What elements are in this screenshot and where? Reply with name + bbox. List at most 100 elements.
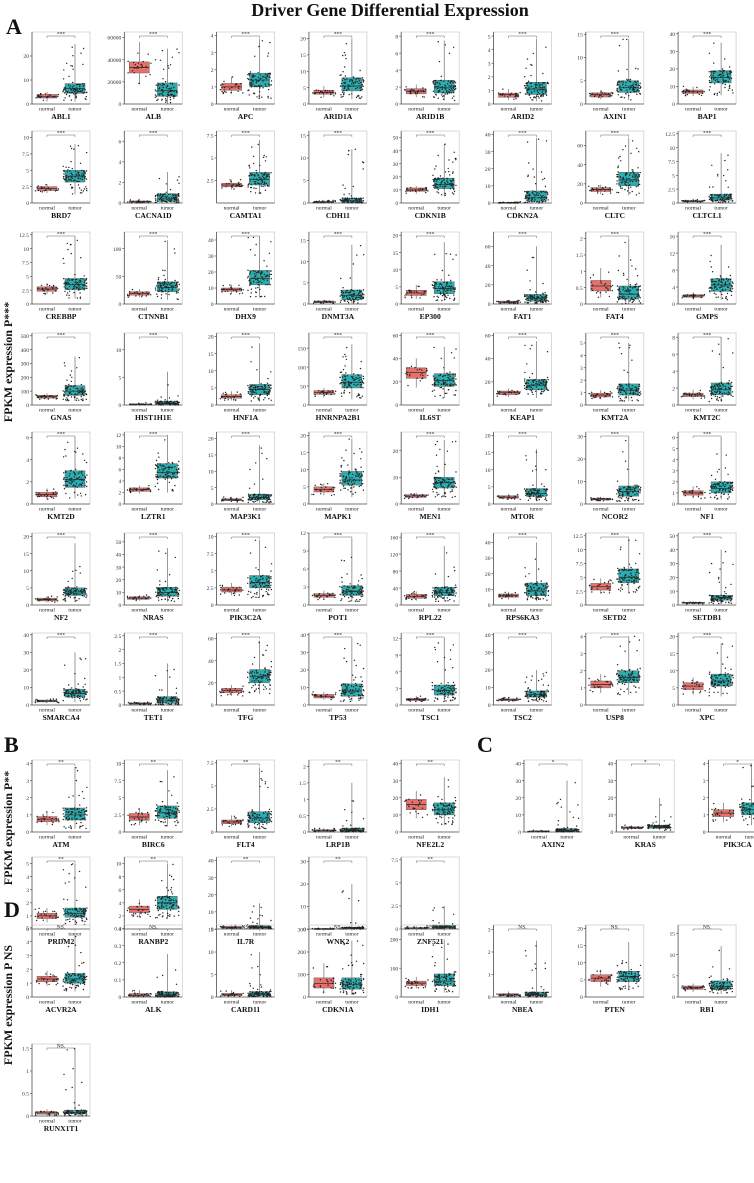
chart-2-cdkn2a-tumor-point-85 (544, 196, 546, 198)
chart-2-cltc-tumor-point-48 (620, 187, 622, 189)
chart-2-cltcl1-tumor-point-65 (729, 195, 732, 197)
chart-3-dnmt3a-gene-name: DNMT3A (322, 312, 355, 321)
chart-4-keap1-y-tick-label-1: 20 (485, 380, 491, 386)
chart-4-keap1-tumor-point-84 (523, 385, 526, 387)
chart-5-lztr1-normal-point-23 (148, 488, 151, 490)
chart-4-kmt2c-tumor-point-30 (711, 350, 714, 352)
chart-2-cdh11-normal-point-11 (315, 200, 318, 203)
chart-4-gnas-tumor-point-54 (73, 393, 76, 396)
chart-3-crebbp-tumor-point-6 (63, 262, 65, 265)
chart-2-brd7-tumor-point-1 (85, 178, 88, 180)
chart-3-gmps-normal-point-14 (689, 295, 691, 297)
chart-2-camta1-tumor-point-63 (264, 185, 266, 187)
chart-3-dnmt3a-y-tick-label-2: 10 (300, 260, 306, 266)
chart-5-lztr1-tumor-point-19 (175, 476, 177, 479)
chart-4-il6st-normal-point-20 (422, 377, 424, 379)
chart-3-ep300-tumor-point-6 (449, 253, 452, 255)
chart-4-hist1h1e-normal-point-8 (138, 403, 141, 405)
chart-4-il6st-tumor-point-1 (439, 379, 441, 382)
chart-2-cltc-normal-label: normal (593, 206, 609, 212)
chart-1-alb-tumor-point-73 (168, 94, 170, 97)
chart-1-arid1a-normal-point-23 (329, 90, 331, 93)
chart-1-arid2-tumor-point-18 (532, 52, 534, 55)
chart-2-cltc-tumor-point-4 (624, 145, 627, 147)
chart-1-abl1-normal-point-4 (46, 97, 48, 99)
chart-2-cdkn2a-tumor-point-38 (526, 141, 529, 143)
chart-2-cacna1d-tumor-point-40 (176, 199, 178, 202)
chart-2-cltc-tumor-point-8 (617, 191, 620, 194)
chart-2-cdkn2a-tumor-point-7 (547, 199, 549, 201)
chart-3-crebbp-tumor-point-69 (84, 280, 86, 282)
chart-1-arid1a-tumor-point-2 (351, 83, 353, 85)
chart-3-dhx9-normal-point-11 (220, 288, 223, 290)
chart-3-dhx9-tumor-point-9 (270, 278, 272, 280)
chart-4-keap1-significance-label: *** (518, 333, 527, 339)
chart-3-crebbp-tumor-point-48 (75, 282, 78, 284)
chart-1-arid2-tumor-points (523, 46, 549, 102)
chart-3-dhx9-normal-point-8 (221, 291, 223, 293)
chart-3-gmps-normal-point-0 (700, 296, 702, 299)
chart-4-keap1-tumor-point-50 (531, 372, 534, 375)
chart-4-keap1-tumor-point-53 (532, 393, 534, 396)
chart-1-apc-normal-point-19 (221, 86, 223, 89)
chart-2-brd7-tumor-point-0 (78, 180, 80, 183)
chart-3-dnmt3a-tumor-point-65 (339, 301, 342, 303)
chart-3-dnmt3a-tumor-point-63 (356, 289, 359, 292)
chart-5-kmt2d-tumor-point-68 (79, 483, 81, 486)
chart-1-arid1b-tumor-point-66 (448, 85, 450, 87)
chart-1-alb-gene-name: ALB (145, 112, 161, 121)
chart-3-dnmt3a-tumor-point-55 (348, 291, 350, 294)
chart-2-cltc-tumor-point-46 (624, 188, 626, 191)
chart-2-cacna1d-gene-name: CACNA1D (135, 211, 172, 220)
chart-1-alb-normal-point-9 (131, 70, 134, 72)
chart-3-fat1-tumor-point-74 (541, 301, 544, 303)
chart-3-ctnnb1-normal-point-12 (136, 291, 138, 293)
chart-1-axin1-tumor-point-62 (617, 70, 620, 72)
chart-2-brd7-tumor-point-74 (77, 181, 79, 183)
chart-1-arid1a-tumor-point-56 (361, 96, 363, 98)
chart-1-arid2-tumor-point-25 (524, 87, 526, 90)
chart-5-kmt2d-gene-name: KMT2D (47, 512, 75, 521)
chart-3-ctnnb1-tumor-point-14 (168, 288, 170, 291)
chart-5-map3k1-tumor-point-53 (250, 499, 252, 501)
chart-2-camta1-tumor-point-48 (255, 169, 257, 172)
chart-2-cacna1d-tumor-point-78 (161, 201, 163, 203)
chart-2-brd7-tumor-point-28 (71, 167, 74, 170)
chart-3-gmps-tumor-point-34 (717, 296, 719, 298)
chart-2-cdkn2a-tumor-point-64 (528, 201, 530, 203)
chart-5-lztr1-tumor-point-55 (168, 468, 170, 470)
chart-5-map3k1-normal-point-20 (236, 501, 238, 503)
chart-2-camta1-tumor-point-41 (270, 172, 272, 174)
chart-3-fat4-tumor-point-46 (638, 294, 640, 296)
chart-1-abl1-tumor-point-80 (73, 91, 76, 93)
chart-4-hnrnpa2b1-tumor-point-78 (344, 382, 346, 384)
chart-3-fat4-tumor-point-55 (618, 297, 620, 299)
chart-1-bap1-tumor-point-83 (708, 52, 710, 54)
chart-4-hnf1a-tumor-point-82 (251, 389, 253, 392)
chart-2-cdkn1b-tumor-point-72 (434, 178, 437, 180)
chart-2-cltcl1-tumor-point-29 (722, 200, 724, 202)
chart-2-cltc-tumor-point-89 (629, 180, 631, 183)
chart-2-camta1-tumor-point-3 (262, 185, 264, 188)
chart-2-cltc-normal-point-1 (602, 193, 604, 195)
chart-4-hnrnpa2b1-tumor-point-62 (342, 368, 345, 371)
chart-2-cdkn2a-tumor-point-57 (536, 200, 538, 203)
chart-3-dhx9-normal-point-9 (235, 291, 238, 293)
chart-3-fat4-tumor-point-6 (618, 292, 621, 295)
chart-3-ep300-tumor-point-8 (447, 294, 449, 296)
chart-4-gnas-tumor-point-17 (62, 390, 64, 392)
chart-2-cdkn2a-normal-point-15 (501, 201, 503, 204)
chart-3-fat1-tumor-point-55 (544, 300, 546, 302)
chart-2-brd7-tumor-point-52 (83, 177, 86, 179)
chart-3-ctnnb1-tumor-point-12 (170, 284, 172, 286)
chart-3-fat4-normal-point-14 (603, 284, 605, 286)
chart-4-gnas-tumor-point-19 (63, 391, 66, 393)
chart-5-kmt2d-tumor-point-24 (65, 455, 67, 457)
chart-3-crebbp-normal-point-4 (40, 284, 43, 287)
chart-3-dhx9-tumor-point-75 (262, 276, 264, 278)
chart-4-hnrnpa2b1-normal-point-20 (321, 390, 323, 393)
chart-4-gnas-normal-point-16 (55, 398, 57, 400)
chart-4-hnrnpa2b1-tumor-point-44 (342, 356, 344, 358)
